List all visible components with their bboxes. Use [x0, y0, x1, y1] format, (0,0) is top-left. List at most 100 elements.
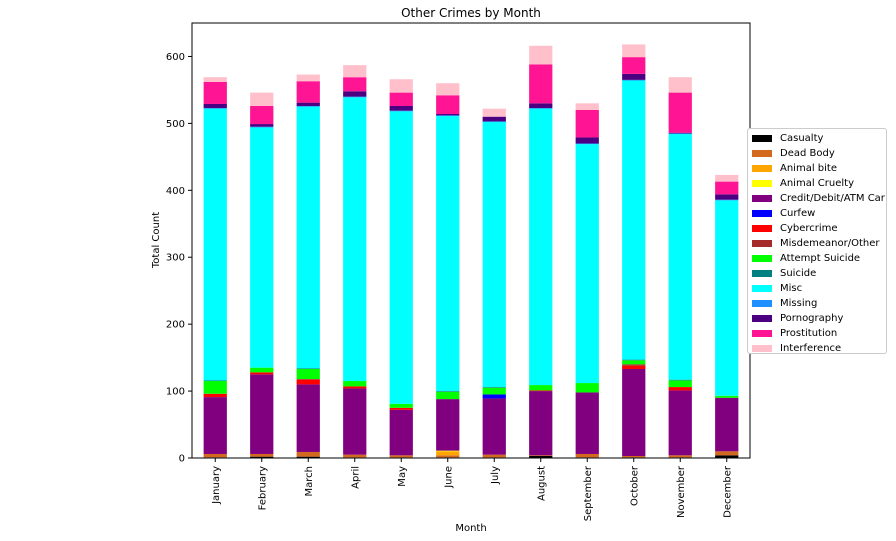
legend-label: Animal Cruelty: [780, 178, 854, 189]
bar-segment-april-12: [343, 91, 367, 97]
bar-segment-march-10: [296, 106, 320, 369]
x-tick-label-march: March: [304, 466, 315, 496]
bar-segment-may-10: [389, 111, 413, 404]
bar-segment-august-13: [529, 64, 553, 104]
bar-segment-february-13: [250, 105, 274, 125]
bar-segment-august-6: [529, 390, 553, 392]
bar-segment-january-13: [203, 81, 227, 104]
legend-label: Missing: [780, 298, 818, 309]
bar-segment-april-6: [343, 386, 367, 389]
bar-segment-december-1: [715, 451, 739, 456]
bar-segment-february-6: [250, 372, 274, 375]
legend-item: Prostitution: [752, 326, 886, 341]
bar-segment-may-12: [389, 105, 413, 111]
legend-label: Prostitution: [780, 328, 838, 339]
bar-segment-april-10: [343, 97, 367, 382]
bar-segment-december-12: [715, 194, 739, 200]
y-tick-label: 600: [166, 52, 185, 63]
bar-segment-july-11: [482, 121, 506, 123]
legend-swatch: [752, 315, 772, 322]
legend-swatch: [752, 255, 772, 262]
bar-segment-january-6: [203, 393, 227, 398]
bar-segment-september-12: [575, 137, 599, 144]
bar-segment-march-14: [296, 74, 320, 82]
legend-label: Misc: [780, 283, 803, 294]
x-tick-label-january: January: [211, 466, 222, 505]
plot-frame: [191, 22, 751, 459]
bar-segment-november-13: [668, 92, 692, 133]
bar-segment-april-11: [343, 96, 367, 98]
bar-segment-may-11: [389, 110, 413, 112]
bar-segment-august-12: [529, 103, 553, 108]
legend-label: Curfew: [780, 208, 816, 219]
bar-segment-october-6: [622, 365, 646, 369]
legend-label: Interference: [780, 343, 842, 354]
legend-label: Credit/Debit/ATM Car: [780, 193, 885, 204]
bar-segment-january-1: [203, 453, 227, 458]
legend: Casualty Dead Body Animal bite Animal Cruel…: [747, 128, 887, 354]
bar-segment-september-4: [575, 392, 599, 454]
y-tick-label: 0: [179, 454, 185, 465]
legend-item: Cybercrime: [752, 221, 886, 236]
bar-segment-october-10: [622, 80, 646, 360]
bars-layer: [203, 44, 739, 458]
legend-swatch: [752, 165, 772, 172]
bar-segment-january-4: [203, 397, 227, 454]
y-axis: 0 100 200 300 400 500 600: [166, 52, 192, 465]
bar-segment-may-4: [389, 409, 413, 456]
bar-segment-february-0: [250, 456, 274, 458]
bar-segment-march-8: [296, 368, 320, 380]
bar-segment-may-6: [389, 407, 413, 410]
bar-segment-february-12: [250, 124, 274, 127]
bar-segment-august-11: [529, 107, 553, 109]
bar-segment-july-12: [482, 116, 506, 122]
bar-segment-january-9: [203, 380, 227, 382]
legend-item: Interference: [752, 341, 886, 356]
bar-segment-may-1: [389, 455, 413, 458]
legend-item: Dead Body: [752, 146, 886, 161]
legend-label: Cybercrime: [780, 223, 838, 234]
bar-segment-june-9: [436, 391, 460, 392]
bar-segment-march-4: [296, 384, 320, 452]
bar-segment-february-14: [250, 92, 274, 106]
bar-segment-march-11: [296, 105, 320, 107]
legend-swatch: [752, 300, 772, 307]
y-axis-label: Total Count: [151, 212, 162, 269]
bar-segment-february-8: [250, 367, 274, 373]
legend-label: Suicide: [780, 268, 817, 279]
x-tick-label-november: November: [676, 465, 687, 518]
bar-segment-august-14: [529, 45, 553, 65]
bar-segment-september-1: [575, 453, 599, 458]
bar-segment-march-13: [296, 81, 320, 103]
x-tick-label-february: February: [257, 466, 268, 510]
x-tick-label-december: December: [722, 465, 733, 518]
bar-segment-january-10: [203, 108, 227, 381]
bar-segment-december-13: [715, 181, 739, 195]
bar-segment-march-1: [296, 451, 320, 457]
legend-item: Animal Cruelty: [752, 176, 886, 191]
bar-segment-july-9: [482, 387, 506, 388]
bar-segment-june-3: [436, 450, 460, 452]
legend-item: Casualty: [752, 131, 886, 146]
bar-segment-july-14: [482, 108, 506, 117]
legend-item: Suicide: [752, 266, 886, 281]
bar-segment-february-10: [250, 127, 274, 368]
bar-segment-july-4: [482, 398, 506, 455]
x-axis-label: Month: [455, 523, 486, 534]
legend-item: Missing: [752, 296, 886, 311]
bar-segment-july-8: [482, 387, 506, 395]
bar-segment-may-14: [389, 79, 413, 93]
bar-segment-december-11: [715, 199, 739, 201]
y-tick-label: 200: [166, 320, 185, 331]
legend-swatch: [752, 330, 772, 337]
bar-segment-november-1: [668, 455, 692, 458]
legend-label: Pornography: [780, 313, 844, 324]
legend-item: Attempt Suicide: [752, 251, 886, 266]
legend-label: Misdemeanor/Other: [780, 238, 880, 249]
bar-segment-august-0: [529, 455, 553, 458]
bar-segment-september-8: [575, 383, 599, 393]
legend-item: Misc: [752, 281, 886, 296]
bar-segment-may-8: [389, 403, 413, 408]
bar-segment-december-0: [715, 455, 739, 458]
bar-segment-september-11: [575, 143, 599, 145]
